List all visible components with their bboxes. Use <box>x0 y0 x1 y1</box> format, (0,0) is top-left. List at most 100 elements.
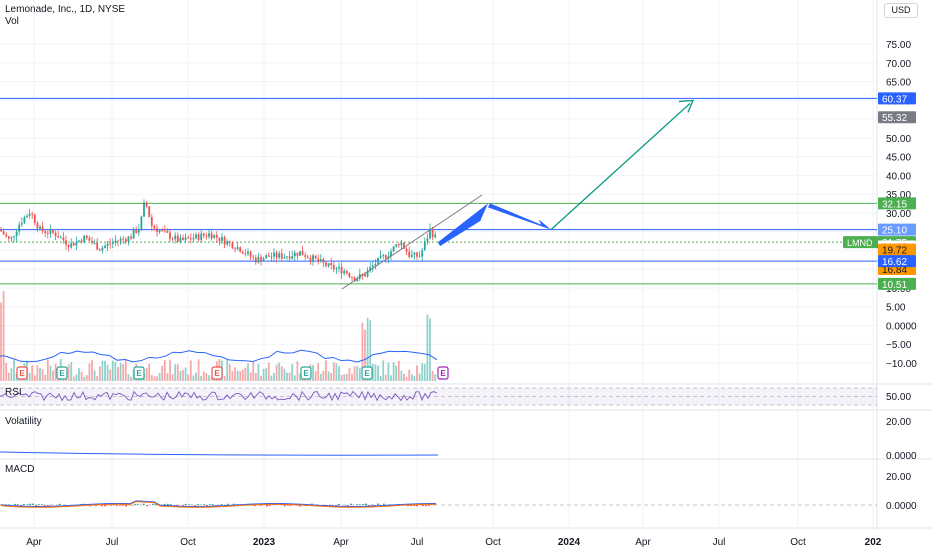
macd-histogram-bar <box>311 503 313 505</box>
candle-body <box>150 217 153 226</box>
volatility-tick-label: 20.00 <box>886 417 911 428</box>
volume-bar <box>13 359 15 381</box>
candle-body <box>91 240 93 244</box>
currency-selector[interactable]: USD <box>884 3 918 18</box>
candle-body <box>57 236 60 238</box>
macd-histogram-bar <box>338 503 340 505</box>
candle-body <box>213 234 216 239</box>
candle-body <box>257 256 260 263</box>
price-tick-label: 30.00 <box>886 209 911 220</box>
candle-body <box>70 243 73 248</box>
candle-body <box>239 247 242 252</box>
candle-body <box>85 235 88 238</box>
macd-histogram-bar <box>164 503 166 505</box>
candle-body <box>145 202 148 207</box>
candle-body <box>111 242 114 244</box>
volume-bar <box>299 373 301 381</box>
volume-bar <box>254 372 257 381</box>
earnings-marker[interactable] <box>211 366 223 380</box>
volume-bar <box>153 376 156 381</box>
macd-histogram-bar <box>425 505 427 507</box>
macd-histogram-bar <box>20 505 22 506</box>
candle-body <box>322 259 325 263</box>
volume-bar <box>130 376 132 381</box>
macd-histogram-bar <box>368 505 370 506</box>
volume-bar <box>161 365 164 381</box>
candle-body <box>288 256 291 259</box>
candle-body <box>174 235 177 240</box>
volatility-tick-label: 0.0000 <box>886 451 917 462</box>
volume-bar <box>358 367 361 381</box>
macd-line <box>0 500 437 508</box>
volume-bar <box>249 372 252 381</box>
projection-arrow-down[interactable] <box>488 203 551 230</box>
candle-body <box>161 230 164 232</box>
projection-arrow-up[interactable] <box>438 203 488 247</box>
volume-bar <box>382 360 385 381</box>
candle-body <box>332 265 335 270</box>
volume-bar <box>387 362 390 381</box>
volume-bar <box>283 368 286 381</box>
volume-bar <box>351 373 353 381</box>
candle-body <box>379 255 382 258</box>
volume-bar <box>366 317 369 381</box>
candle-body <box>44 231 47 234</box>
volume-bar <box>174 364 177 381</box>
macd-histogram-bar <box>269 505 271 506</box>
volume-bar <box>158 372 161 381</box>
volume-label: Vol <box>5 16 19 27</box>
volume-bar <box>5 362 8 381</box>
earnings-marker[interactable] <box>133 366 145 380</box>
volume-bar <box>410 374 413 381</box>
candle-body <box>278 253 281 258</box>
candle-body <box>234 248 236 250</box>
time-tick-label: Jul <box>411 537 424 548</box>
macd-histogram-bar <box>182 505 184 506</box>
candle-body <box>187 237 190 239</box>
macd-tick-label: 20.00 <box>886 472 911 483</box>
candle-body <box>158 230 161 232</box>
earnings-marker[interactable] <box>16 366 28 380</box>
earnings-marker[interactable] <box>56 366 68 380</box>
volume-bar <box>403 373 405 381</box>
symbol-price-tag <box>843 236 879 249</box>
candle-body <box>36 223 39 229</box>
macd-histogram-bar <box>29 503 31 505</box>
candle-body <box>62 237 65 241</box>
candle-body <box>135 230 138 233</box>
price-label-text: 55.32 <box>882 113 907 124</box>
macd-histogram-bar <box>416 505 418 507</box>
candle-body <box>169 232 171 239</box>
volume-bar <box>52 370 54 381</box>
macd-histogram-bar <box>143 503 145 505</box>
macd-histogram-bar <box>116 505 118 507</box>
earnings-marker[interactable] <box>437 366 449 380</box>
rsi-line <box>0 390 438 402</box>
candle-body <box>93 242 96 244</box>
volume-bar <box>319 373 322 381</box>
projection-target-line[interactable] <box>550 102 691 231</box>
macd-histogram-bar <box>374 505 376 506</box>
symbol-title[interactable]: Lemonade, Inc., 1D, NYSE <box>5 4 126 15</box>
candle-body <box>353 277 356 282</box>
volume-bar <box>273 372 275 381</box>
earnings-marker[interactable] <box>300 366 312 380</box>
volume-bar <box>223 375 226 381</box>
macd-histogram-bar <box>2 504 4 505</box>
macd-histogram-bar <box>38 504 40 505</box>
volume-bar <box>418 373 421 381</box>
trendline[interactable] <box>341 194 483 290</box>
volume-bar <box>67 364 70 381</box>
candle-body <box>330 263 333 266</box>
volume-bar <box>429 318 431 381</box>
candle-body <box>273 252 275 257</box>
price-label-text: 16.62 <box>882 257 907 268</box>
volume-bar <box>33 375 36 381</box>
earnings-marker[interactable] <box>361 366 373 380</box>
earnings-marker-label: E <box>59 369 65 378</box>
candle-body <box>252 256 255 258</box>
candle-body <box>54 232 57 237</box>
macd-histogram-bar <box>131 505 133 506</box>
volume-bar <box>184 367 187 381</box>
